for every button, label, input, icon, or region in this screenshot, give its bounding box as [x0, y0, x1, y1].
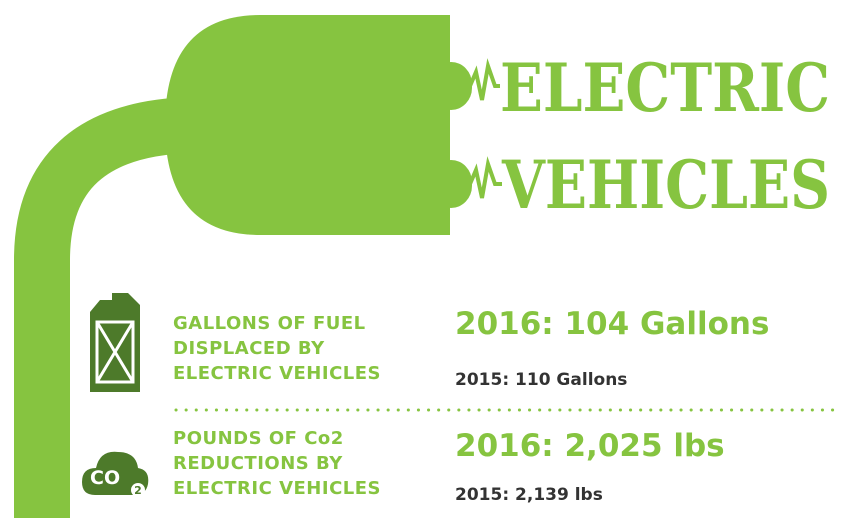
stat-current: 2016: 2,025 lbs [455, 428, 725, 464]
stat-current: 2016: 104 Gallons [455, 306, 769, 342]
stat-label: GALLONS OF FUEL DISPLACED BY ELECTRIC VE… [173, 311, 381, 386]
label-line: POUNDS OF Co2 [173, 426, 381, 451]
title-line: VEHICLES [501, 146, 830, 224]
co2-icon: CO 2 [82, 452, 148, 497]
stat-previous: 2015: 2,139 lbs [455, 485, 603, 505]
title-line: ELECTRIC [500, 49, 830, 127]
icon-text: CO [90, 467, 120, 489]
plug-body [165, 15, 450, 235]
stat-label: POUNDS OF Co2 REDUCTIONS BY ELECTRIC VEH… [173, 426, 381, 501]
page: ELECTRIC VEHICLES CO 2 GALLONS OF FUEL D… [0, 0, 850, 518]
label-line: DISPLACED BY [173, 336, 381, 361]
label-line: REDUCTIONS BY [173, 451, 381, 476]
stat-previous: 2015: 110 Gallons [455, 370, 627, 390]
label-line: ELECTRIC VEHICLES [173, 476, 381, 501]
fuel-can-icon [90, 293, 140, 392]
label-line: ELECTRIC VEHICLES [173, 361, 381, 386]
icon-sub: 2 [134, 484, 142, 497]
label-line: GALLONS OF FUEL [173, 311, 381, 336]
